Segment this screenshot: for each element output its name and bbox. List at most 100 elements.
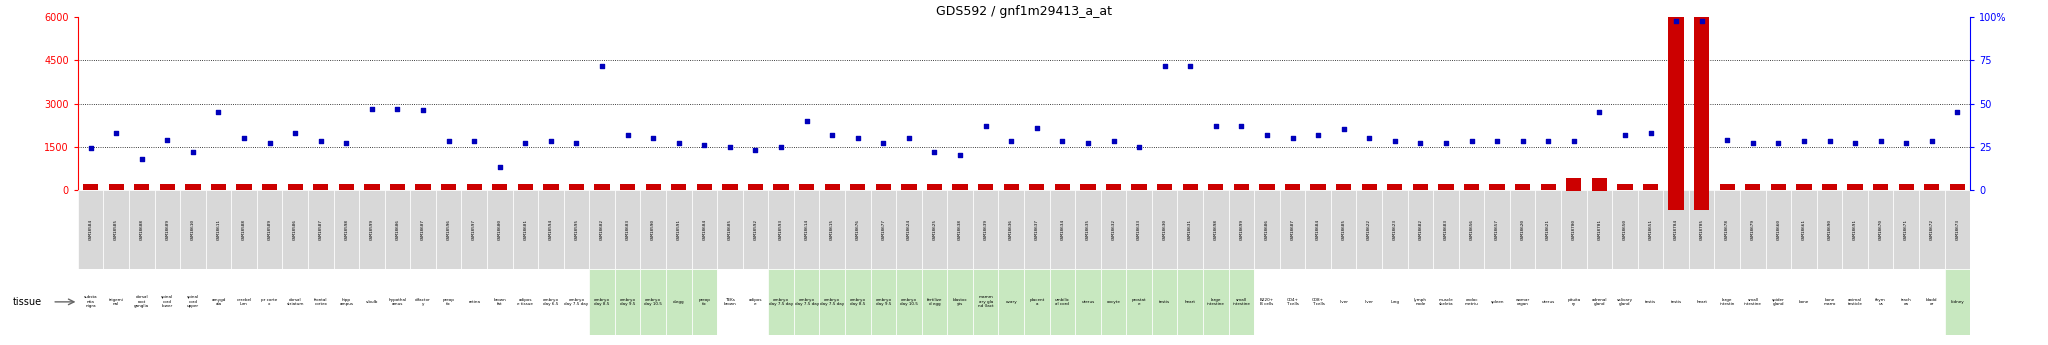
Text: frontal
cortex: frontal cortex [313, 298, 328, 306]
FancyBboxPatch shape [1894, 269, 1919, 335]
FancyBboxPatch shape [1229, 190, 1253, 269]
Point [381, 106, 414, 111]
Bar [1874, 184, 1888, 190]
FancyBboxPatch shape [129, 190, 154, 269]
Point [1200, 123, 1233, 129]
Bar [1618, 184, 1632, 190]
Point [1788, 139, 1821, 144]
FancyBboxPatch shape [78, 190, 102, 269]
Bar [1898, 184, 1915, 190]
Text: GSM18670: GSM18670 [1878, 219, 1882, 240]
Text: GSM18606: GSM18606 [395, 219, 399, 240]
Text: hipp
ampus: hipp ampus [340, 298, 354, 306]
Point [305, 139, 338, 144]
Point [559, 140, 592, 146]
FancyBboxPatch shape [1305, 269, 1331, 335]
Text: GSM18701: GSM18701 [1597, 219, 1602, 240]
FancyBboxPatch shape [1356, 269, 1382, 335]
Text: GSM18676: GSM18676 [856, 219, 860, 240]
FancyBboxPatch shape [1690, 269, 1714, 335]
Bar [1208, 184, 1223, 190]
FancyBboxPatch shape [973, 269, 999, 335]
FancyBboxPatch shape [1638, 269, 1663, 335]
Bar [1925, 184, 1939, 190]
FancyBboxPatch shape [666, 190, 692, 269]
FancyBboxPatch shape [256, 190, 283, 269]
Bar [877, 184, 891, 190]
FancyBboxPatch shape [1741, 269, 1765, 335]
FancyBboxPatch shape [180, 190, 205, 269]
Point [1276, 135, 1309, 141]
Bar [1950, 184, 1966, 190]
FancyBboxPatch shape [205, 190, 231, 269]
Text: adipos
e: adipos e [750, 298, 762, 306]
Bar [1130, 184, 1147, 190]
Text: GSM18657: GSM18657 [1495, 219, 1499, 240]
FancyBboxPatch shape [897, 269, 922, 335]
Text: GSM18603: GSM18603 [625, 219, 629, 240]
Point [125, 156, 158, 161]
Text: GSM18635: GSM18635 [1085, 219, 1090, 240]
Text: GSM18686: GSM18686 [1266, 219, 1270, 240]
Point [586, 63, 618, 68]
Bar [1335, 184, 1352, 190]
Text: GSM18660: GSM18660 [1776, 219, 1780, 240]
Bar [594, 184, 610, 190]
Point [918, 149, 950, 155]
Bar [979, 184, 993, 190]
Bar [492, 184, 508, 190]
Point [1174, 63, 1206, 68]
Text: GSM18599: GSM18599 [371, 219, 375, 240]
Text: GSM18591: GSM18591 [676, 219, 680, 240]
FancyBboxPatch shape [1946, 269, 1970, 335]
Point [279, 130, 311, 136]
Point [1890, 140, 1923, 146]
FancyBboxPatch shape [1817, 190, 1843, 269]
FancyBboxPatch shape [1536, 190, 1561, 269]
Text: CD4+
T cells: CD4+ T cells [1286, 298, 1298, 306]
Text: olfactor
y: olfactor y [416, 298, 430, 306]
FancyBboxPatch shape [795, 190, 819, 269]
FancyBboxPatch shape [334, 269, 358, 335]
FancyBboxPatch shape [1151, 190, 1178, 269]
Text: GSM18684: GSM18684 [1317, 219, 1321, 240]
FancyBboxPatch shape [973, 190, 999, 269]
FancyBboxPatch shape [1561, 269, 1587, 335]
FancyBboxPatch shape [1434, 269, 1458, 335]
Text: small
intestine: small intestine [1745, 298, 1761, 306]
Text: GSM18607: GSM18607 [422, 219, 426, 240]
FancyBboxPatch shape [1407, 269, 1434, 335]
Bar [1284, 184, 1300, 190]
Bar [1362, 184, 1376, 190]
Bar [133, 184, 150, 190]
FancyBboxPatch shape [641, 190, 666, 269]
Text: spinal
cord
upper: spinal cord upper [186, 295, 199, 308]
FancyBboxPatch shape [1253, 269, 1280, 335]
FancyBboxPatch shape [231, 269, 256, 335]
Text: brown
fat: brown fat [494, 298, 506, 306]
Text: animal
testicle: animal testicle [1847, 298, 1862, 306]
FancyBboxPatch shape [1100, 190, 1126, 269]
FancyBboxPatch shape [1458, 190, 1485, 269]
Point [1149, 63, 1182, 68]
Text: muscle
skeleta: muscle skeleta [1438, 298, 1454, 306]
FancyBboxPatch shape [102, 190, 129, 269]
Point [1071, 140, 1104, 146]
Text: endoc
metriu: endoc metriu [1464, 298, 1479, 306]
Bar [236, 184, 252, 190]
Bar [928, 184, 942, 190]
Text: GSM18634: GSM18634 [1061, 219, 1065, 240]
FancyBboxPatch shape [1356, 190, 1382, 269]
FancyBboxPatch shape [1202, 190, 1229, 269]
Text: placent
a: placent a [1030, 298, 1044, 306]
Point [1634, 130, 1667, 136]
FancyBboxPatch shape [1509, 190, 1536, 269]
Text: embryo
day 8.5: embryo day 8.5 [594, 298, 610, 306]
Point [1303, 132, 1335, 137]
Point [791, 118, 823, 124]
Text: small
intestine: small intestine [1233, 298, 1249, 306]
Bar [1079, 184, 1096, 190]
Point [1839, 140, 1872, 146]
Text: trach
ea: trach ea [1901, 298, 1911, 306]
FancyBboxPatch shape [1229, 269, 1253, 335]
